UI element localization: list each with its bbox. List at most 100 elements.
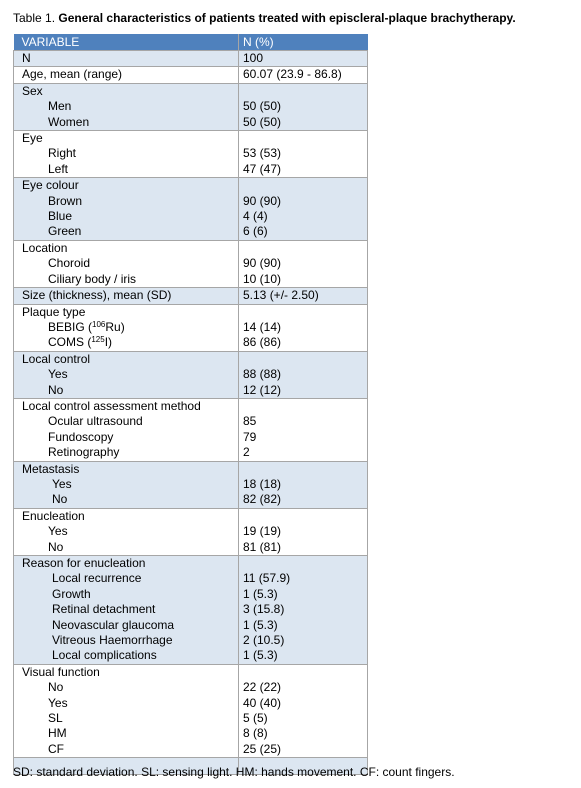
label-cell: Neovascular glaucoma (52, 617, 175, 632)
label-cell: Retinography (48, 445, 120, 460)
table-row: Age, mean (range) 60.07 (23.9 - 86.8) (14, 66, 368, 84)
label-cell: Eye colour (22, 178, 79, 193)
table-row: Women 50 (50) (14, 114, 368, 131)
label-cell: Women (48, 114, 90, 129)
empty-row-group (13, 757, 368, 775)
value-cell: 90 (90) (238, 193, 368, 210)
label-cell: SL (48, 711, 63, 726)
table-row: Location (14, 240, 368, 257)
value-cell: 50 (50) (238, 99, 368, 115)
row-group: Sex Men 50 (50) Women 50 (50) (13, 83, 368, 131)
label-cell: HM (48, 726, 67, 741)
row-group: Metastasis Yes 18 (18) No 82 (82) (13, 461, 368, 509)
label-text: I) (104, 335, 113, 350)
label-superscript: 125 (91, 335, 105, 345)
table-row: Retinal detachment 3 (15.8) (14, 602, 368, 618)
row-group: Local control Yes 88 (88) No 12 (12) (13, 351, 368, 399)
value-cell: 88 (88) (238, 367, 368, 383)
table-row: CF 25 (25) (14, 741, 368, 758)
value-cell: 50 (50) (238, 114, 368, 131)
caption-title: General characteristics of patients trea… (58, 11, 516, 25)
label-cell: Local recurrence (52, 571, 142, 586)
label-text: COMS ( (48, 335, 92, 350)
row-group: Eye colour Brown 90 (90) Blue 4 (4) Green 6 (6… (13, 177, 368, 241)
label-cell: Growth (52, 586, 91, 601)
table-row: No 12 (12) (14, 382, 368, 399)
table-row: Retinography 2 (14, 445, 368, 462)
value-cell: 18 (18) (238, 476, 368, 493)
table-row: Enucleation (14, 508, 368, 525)
table-row: Eye colour (14, 177, 368, 194)
table-row: COMS (125I) 86 (86) (14, 335, 368, 352)
table-row: SL 5 (5) (14, 711, 368, 727)
table-row: Eye (14, 130, 368, 147)
value-cell: 6 (6) (238, 224, 368, 241)
table-row: Left 47 (47) (14, 161, 368, 178)
label-cell: Fundoscopy (48, 429, 114, 444)
label-cell: Age, mean (range) (22, 67, 123, 82)
label-cell: Yes (48, 524, 68, 539)
header-cell: N (%) (238, 34, 368, 51)
value-cell: 85 (238, 414, 368, 430)
value-cell: 81 (81) (238, 539, 368, 556)
label-cell: Metastasis (22, 461, 80, 476)
footnote: SD: standard deviation. SL: sensing ligh… (13, 765, 455, 779)
value-cell: 2 (10.5) (238, 633, 368, 649)
caption: Table 1. General characteristics of pati… (13, 11, 516, 25)
label-cell: Green (48, 224, 82, 239)
label-cell: Yes (52, 476, 72, 491)
value-cell: 5 (5) (238, 711, 368, 727)
value-cell: 8 (8) (238, 726, 368, 742)
row-group: Enucleation Yes 19 (19) No 81 (81) (13, 508, 368, 556)
value-cell: 1 (5.3) (238, 617, 368, 634)
row-group: Size (thickness), mean (SD) 5.13 (+/- 2.5… (13, 287, 368, 304)
label-cell: Local control assessment method (22, 398, 201, 413)
table-row: Ciliary body / iris 10 (10) (14, 271, 368, 288)
table-row: Fundoscopy 79 (14, 429, 368, 446)
label-cell: Yes (48, 367, 68, 382)
value-cell (238, 240, 368, 257)
empty-cell (238, 757, 368, 775)
row-group: Reason for enucleation Local recurrence 11… (13, 555, 368, 665)
table-row: Right 53 (53) (14, 146, 368, 162)
value-cell: 47 (47) (238, 161, 368, 178)
table-row: Blue 4 (4) (14, 209, 368, 225)
label-cell: N (22, 51, 31, 65)
table-row: Growth 1 (5.3) (14, 586, 368, 603)
caption-label: Table 1. (13, 11, 56, 25)
value-cell: 3 (15.8) (238, 602, 368, 618)
label-superscript: 106 (92, 319, 106, 329)
table-row: Green 6 (6) (14, 224, 368, 241)
table-row: No 81 (81) (14, 539, 368, 556)
table-row: Vitreous Haemorrhage 2 (10.5) (14, 633, 368, 649)
table-row: Local recurrence 11 (57.9) (14, 571, 368, 587)
table-row: Yes 40 (40) (14, 695, 368, 712)
value-cell: 86 (86) (238, 335, 368, 352)
table-row: Men 50 (50) (14, 99, 368, 115)
label-cell: Location (22, 240, 68, 255)
table-row: Size (thickness), mean (SD) 5.13 (+/- 2.5… (14, 287, 368, 304)
label-text: Ru) (105, 319, 125, 334)
label-cell: Vitreous Haemorrhage (52, 633, 173, 648)
header-row: VARIABLE N (%) (13, 34, 368, 51)
empty-row (14, 757, 368, 775)
label-cell: Blue (48, 209, 73, 224)
label-cell: Men (48, 99, 72, 114)
label-cell: Ocular ultrasound (48, 414, 143, 429)
value-cell (238, 555, 368, 572)
table-row: Yes 88 (88) (14, 367, 368, 383)
table-row: Ocular ultrasound 85 (14, 414, 368, 430)
value-cell: 53 (53) (238, 146, 368, 162)
value-cell: 11 (57.9) (238, 571, 368, 587)
table-row: No 22 (22) (14, 680, 368, 696)
table-row: Local complications 1 (5.3) (14, 648, 368, 665)
label-cell: No (48, 680, 64, 695)
label-cell: CF (48, 741, 64, 756)
table-row: Plaque type (14, 304, 368, 320)
table-row: Yes 18 (18) (14, 476, 368, 493)
value-cell: 4 (4) (238, 209, 368, 225)
label-cell: No (48, 539, 64, 554)
value-cell (238, 177, 368, 194)
table-header: VARIABLE N (%) (13, 34, 368, 51)
